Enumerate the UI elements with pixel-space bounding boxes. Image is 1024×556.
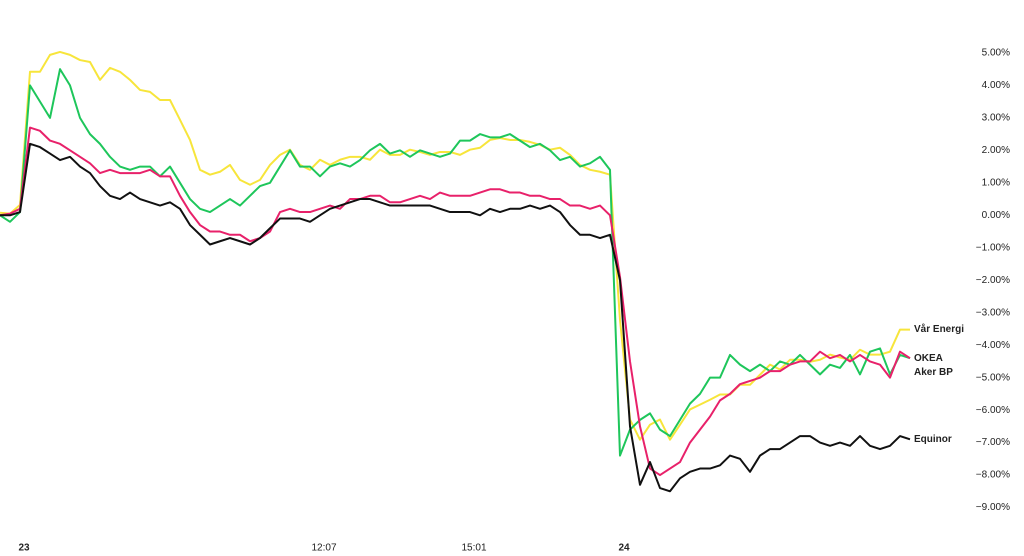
x-tick-label: 24 <box>618 543 630 554</box>
y-tick-label: −6.00% <box>976 405 1010 416</box>
series-line <box>0 50 910 441</box>
y-tick-label: −1.00% <box>976 242 1010 253</box>
y-tick-label: −7.00% <box>976 437 1010 448</box>
y-tick-label: 0.00% <box>982 210 1010 221</box>
series-end-label: Vår Energi <box>914 323 964 335</box>
y-tick-label: −8.00% <box>976 470 1010 481</box>
series-end-label: OKEA <box>914 353 943 364</box>
x-tick-label: 23 <box>18 543 30 554</box>
y-tick-label: 1.00% <box>982 177 1010 188</box>
y-tick-label: 5.00% <box>982 48 1010 59</box>
y-tick-label: −2.00% <box>976 275 1010 286</box>
series-line <box>0 142 911 493</box>
y-tick-label: 4.00% <box>982 80 1010 91</box>
y-tick-label: 3.00% <box>982 113 1010 124</box>
y-tick-label: −3.00% <box>976 307 1010 318</box>
y-tick-label: −9.00% <box>976 502 1010 513</box>
y-tick-label: 2.00% <box>982 145 1010 156</box>
series-line <box>0 126 911 477</box>
series-end-label: Aker BP <box>914 367 953 378</box>
x-tick-label: 15:01 <box>461 543 486 554</box>
series-line <box>0 68 911 457</box>
y-tick-label: −5.00% <box>976 372 1010 383</box>
y-tick-label: −4.00% <box>976 340 1010 351</box>
x-tick-label: 12:07 <box>311 543 336 554</box>
series-end-label: Equinor <box>914 434 952 445</box>
